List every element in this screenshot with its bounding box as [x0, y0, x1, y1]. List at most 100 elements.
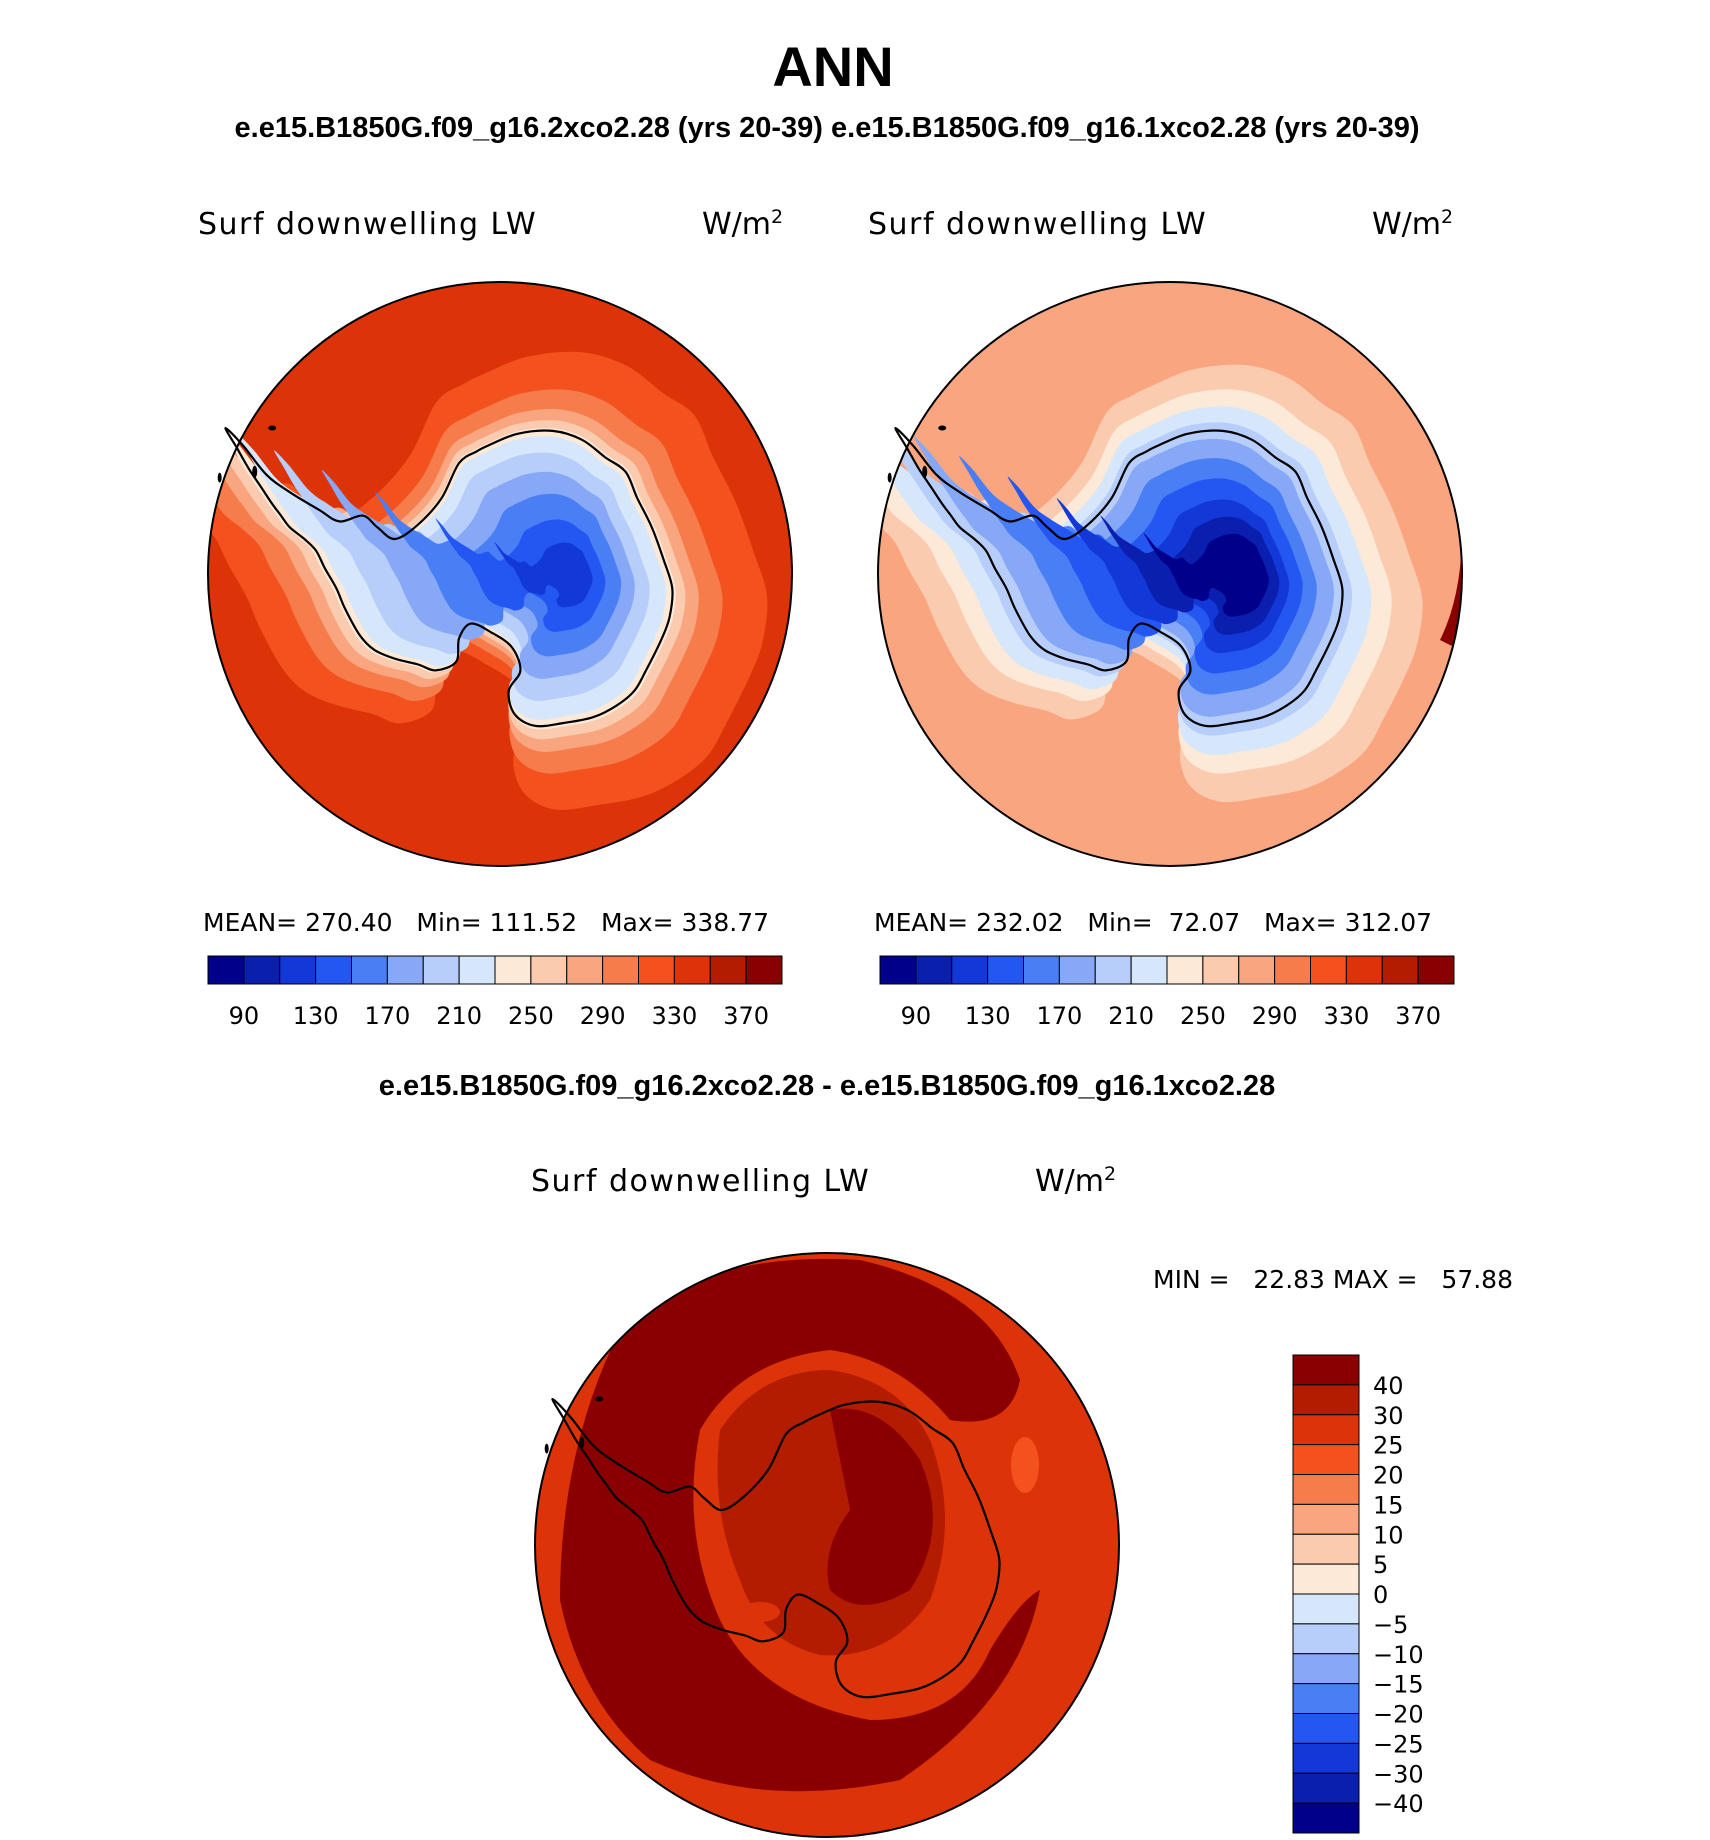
map-boundary — [877, 281, 1463, 867]
colorbar-swatch — [1094, 955, 1132, 985]
colorbar-swatch — [458, 955, 496, 985]
contour-fill — [560, 1258, 1040, 1792]
colorbar-tick-label: −20 — [1373, 1701, 1424, 1729]
colorbar-tick-label: 290 — [1252, 1002, 1298, 1030]
colorbar-swatch — [1292, 1772, 1360, 1804]
colorbar-tick-label: −40 — [1373, 1790, 1424, 1818]
colorbar-swatch — [1023, 955, 1060, 985]
colorbar-swatch — [1166, 955, 1204, 985]
colorbar-swatch — [243, 955, 281, 985]
colorbar-tick-label: −30 — [1373, 1760, 1424, 1788]
colorbar-swatch — [207, 955, 245, 985]
colorbar-swatch — [1292, 1623, 1360, 1655]
colorbar-swatch — [1292, 1384, 1360, 1416]
difference-title: e.e15.B1850G.f09_g16.2xco2.28 - e.e15.B1… — [379, 1070, 1275, 1102]
panel-2xco2: Surf downwelling LW W/m2 MEAN= 270.40 Mi… — [198, 206, 793, 1030]
panel-2xco2-units: W/m2 — [702, 206, 783, 242]
antarctica-coastline — [544, 1396, 1001, 1699]
colorbar-swatch — [1292, 1533, 1360, 1565]
colorbar-tick-label: 90 — [901, 1002, 932, 1030]
island-mark — [938, 425, 947, 431]
colorbar-swatch — [1310, 955, 1347, 985]
panel-1xco2-variable: Surf downwelling LW — [868, 207, 1207, 242]
contour-fill — [494, 541, 593, 608]
colorbar-tick-label: −5 — [1373, 1611, 1408, 1639]
panel-difference: Surf downwelling LW W/m2 MIN = 22.83 MAX… — [531, 1163, 1513, 1838]
colorbar-swatch — [1130, 955, 1168, 985]
colorbar-tick-label: 40 — [1373, 1372, 1404, 1400]
colorbar-tick-label: 370 — [1395, 1002, 1441, 1030]
map-boundary — [207, 281, 793, 867]
island-mark — [595, 1396, 604, 1402]
colorbar-swatch — [279, 955, 317, 985]
island-mark — [217, 472, 222, 483]
colorbar-tick-label: −10 — [1373, 1641, 1424, 1669]
colorbar-swatch — [745, 955, 783, 985]
colorbar-swatch — [1292, 1802, 1360, 1834]
colorbar-tick-label: 30 — [1373, 1402, 1404, 1430]
contour-fill — [537, 1535, 553, 1615]
colorbar-swatch — [315, 955, 352, 985]
colorbar-tick-label: 5 — [1373, 1551, 1388, 1579]
colorbar-swatch — [386, 955, 424, 985]
panel-1xco2: Surf downwelling LW W/m2 MEAN= 232.02 Mi… — [868, 206, 1463, 1030]
island-mark — [922, 465, 928, 478]
colorbar-swatch — [1274, 955, 1311, 985]
colorbar-swatch — [1292, 1474, 1360, 1505]
coastline-path — [224, 426, 674, 728]
colorbar-swatch — [1292, 1563, 1360, 1595]
panel-2xco2-variable: Surf downwelling LW — [198, 207, 537, 242]
colorbar-swatch — [1292, 1503, 1360, 1535]
map-difference — [534, 1252, 1120, 1838]
panel-2xco2-stats: MEAN= 270.40 Min= 111.52 Max= 338.77 — [203, 908, 769, 937]
colorbar-swatch — [879, 955, 917, 985]
island-mark — [544, 1443, 549, 1454]
colorbar-swatch — [1238, 955, 1276, 985]
colorbar-swatch — [1292, 1444, 1360, 1475]
colorbar-swatch — [1292, 1593, 1360, 1625]
colorbar-tick-label: 170 — [1036, 1002, 1082, 1030]
colorbar-swatch — [530, 955, 568, 985]
colorbar-tick-label: 130 — [293, 1002, 339, 1030]
panel-1xco2-stats: MEAN= 232.02 Min= 72.07 Max= 312.07 — [874, 908, 1432, 937]
colorbar-swatch — [1292, 1653, 1360, 1685]
colorbar-tick-label: 170 — [364, 1002, 410, 1030]
contour-fill — [1011, 1437, 1039, 1493]
colorbar-tick-label: −25 — [1373, 1730, 1424, 1758]
colorbar-swatch — [1381, 955, 1419, 985]
colorbar-swatch — [951, 955, 989, 985]
colorbar-tick-label: 370 — [723, 1002, 769, 1030]
contour-fill — [1143, 533, 1269, 617]
colorbar-tick-label: 210 — [1108, 1002, 1154, 1030]
island-mark — [579, 1436, 585, 1449]
colorbar-swatch — [422, 955, 460, 985]
island-mark — [887, 472, 892, 483]
colorbar-swatch — [987, 955, 1024, 985]
colorbar-swatch — [1292, 1354, 1360, 1386]
colorbar-swatch — [602, 955, 639, 985]
colorbar-tick-label: 90 — [229, 1002, 260, 1030]
colorbar-tick-label: 330 — [651, 1002, 697, 1030]
colorbar-tick-label: 210 — [436, 1002, 482, 1030]
colorbar-swatch — [1292, 1742, 1360, 1774]
contour-fill — [740, 1602, 780, 1622]
colorbar-swatch — [1417, 955, 1455, 985]
colorbar-swatch — [1292, 1414, 1360, 1446]
figure-subtitle: e.e15.B1850G.f09_g16.2xco2.28 (yrs 20-39… — [235, 112, 1420, 144]
colorbar-swatch — [673, 955, 711, 985]
island-mark — [252, 465, 258, 478]
colorbar-swatch — [1345, 955, 1383, 985]
map-boundary — [534, 1252, 1120, 1838]
figure-title: ANN — [772, 35, 893, 98]
antarctica-coastline — [887, 425, 1344, 728]
colorbar-swatch — [1202, 955, 1240, 985]
colorbar-tick-label: 20 — [1373, 1462, 1404, 1490]
colorbar-swatch — [915, 955, 953, 985]
antarctica-coastline — [217, 425, 674, 728]
colorbar-tick-label: 330 — [1323, 1002, 1369, 1030]
colorbar-tick-label: 250 — [508, 1002, 554, 1030]
colorbar-swatch — [1292, 1713, 1360, 1744]
colorbar-swatch — [351, 955, 388, 985]
panel-difference-units: W/m2 — [1035, 1163, 1116, 1199]
